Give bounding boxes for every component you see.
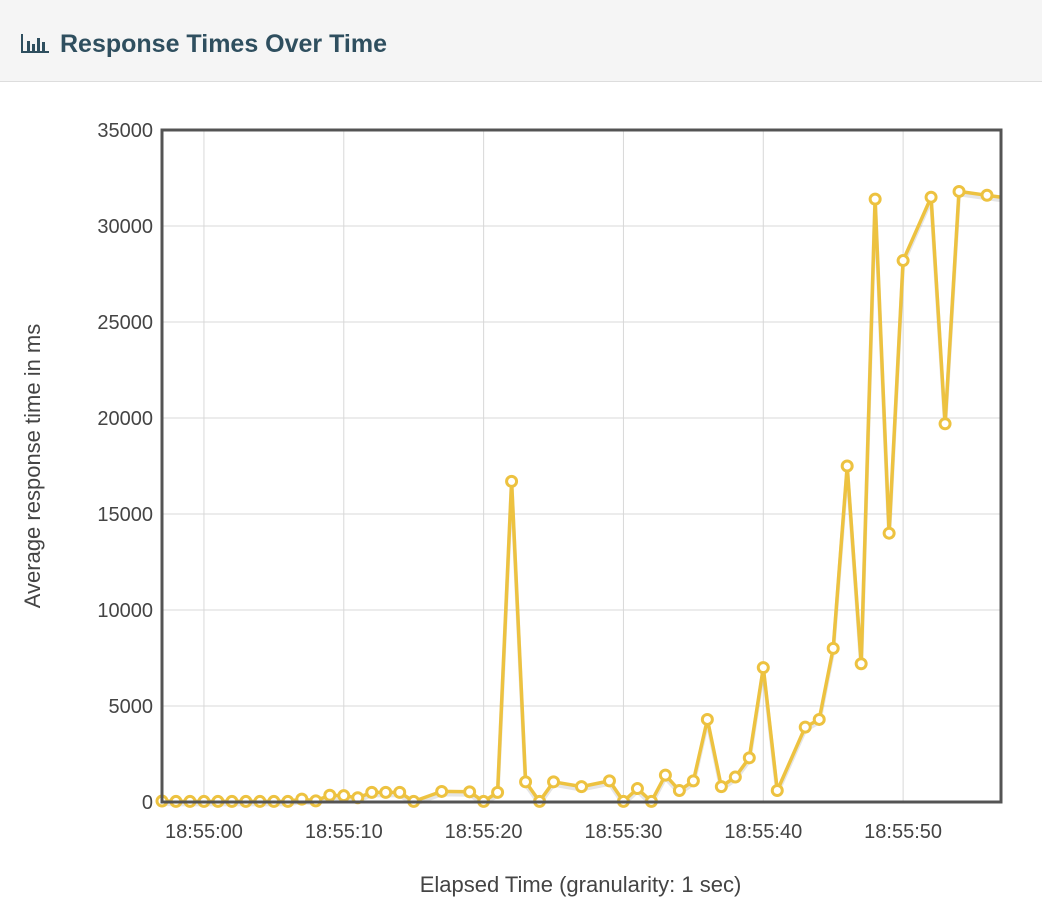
data-point[interactable]: [868, 192, 882, 206]
data-point[interactable]: [658, 768, 672, 782]
data-point[interactable]: [812, 712, 826, 726]
data-point[interactable]: [505, 474, 519, 488]
response-times-chart: 0 5000 10000 15000 20000 25000 30000 35000 18:5…: [20, 120, 1020, 897]
data-point[interactable]: [728, 770, 742, 784]
data-point[interactable]: [435, 784, 449, 798]
data-point[interactable]: [519, 775, 533, 789]
y-tick-label: 5000: [109, 696, 154, 718]
chart-grid: [162, 129, 1001, 803]
data-point[interactable]: [393, 785, 407, 799]
x-tick-label: 18:55:20: [445, 821, 523, 843]
data-point[interactable]: [1010, 194, 1020, 204]
y-tick-label: 15000: [97, 504, 153, 526]
y-tick-label: 10000: [97, 600, 153, 622]
x-tick-label: 18:55:30: [585, 821, 663, 843]
data-point[interactable]: [337, 789, 351, 803]
data-point[interactable]: [882, 526, 896, 540]
series-line: [161, 189, 1001, 804]
y-axis-label: Average response time in ms: [20, 324, 45, 609]
data-point[interactable]: [826, 641, 840, 655]
data-point[interactable]: [770, 783, 784, 797]
x-tick-label: 18:55:50: [864, 821, 942, 843]
panel-title-text: Response Times Over Time: [60, 29, 388, 58]
y-tick-label: 25000: [97, 312, 153, 334]
series-group: [155, 184, 1020, 808]
data-point[interactable]: [798, 720, 812, 734]
data-point[interactable]: [700, 712, 714, 726]
data-point[interactable]: [547, 775, 561, 789]
y-tick-label: 20000: [97, 408, 153, 430]
data-point[interactable]: [575, 780, 588, 794]
panel-title: Response Times Over Time: [20, 26, 387, 62]
x-axis: 18:55:00 18:55:10 18:55:20 18:55:30 18:55:40…: [165, 821, 942, 843]
data-point[interactable]: [938, 417, 952, 431]
data-point[interactable]: [686, 774, 700, 788]
y-tick-label: 0: [142, 792, 153, 814]
data-point[interactable]: [365, 785, 379, 799]
panel-header: Response Times Over Time: [0, 0, 1042, 82]
data-point[interactable]: [714, 780, 728, 794]
bar-chart-icon: [21, 34, 49, 53]
data-point[interactable]: [896, 254, 910, 268]
data-point[interactable]: [463, 785, 477, 799]
x-axis-label: Elapsed Time (granularity: 1 sec): [420, 872, 742, 897]
data-point[interactable]: [952, 184, 966, 198]
chart-frame: [160, 128, 1003, 804]
chart-series: [155, 184, 1020, 808]
data-point[interactable]: [323, 788, 337, 802]
data-point[interactable]: [742, 751, 756, 765]
data-point[interactable]: [980, 188, 994, 202]
x-tick-label: 18:55:10: [305, 821, 383, 843]
data-point[interactable]: [602, 774, 616, 788]
data-point[interactable]: [379, 785, 393, 799]
data-point[interactable]: [630, 782, 644, 796]
data-point[interactable]: [756, 661, 770, 675]
y-axis: 0 5000 10000 15000 20000 25000 30000 35000: [97, 120, 153, 814]
data-point[interactable]: [854, 657, 868, 671]
data-point[interactable]: [924, 190, 938, 204]
y-tick-label: 35000: [97, 120, 153, 142]
y-tick-label: 30000: [97, 216, 153, 238]
data-point[interactable]: [672, 783, 686, 797]
data-point[interactable]: [840, 459, 854, 473]
x-tick-label: 18:55:40: [724, 821, 802, 843]
x-tick-label: 18:55:00: [165, 821, 243, 843]
data-point[interactable]: [491, 785, 505, 799]
